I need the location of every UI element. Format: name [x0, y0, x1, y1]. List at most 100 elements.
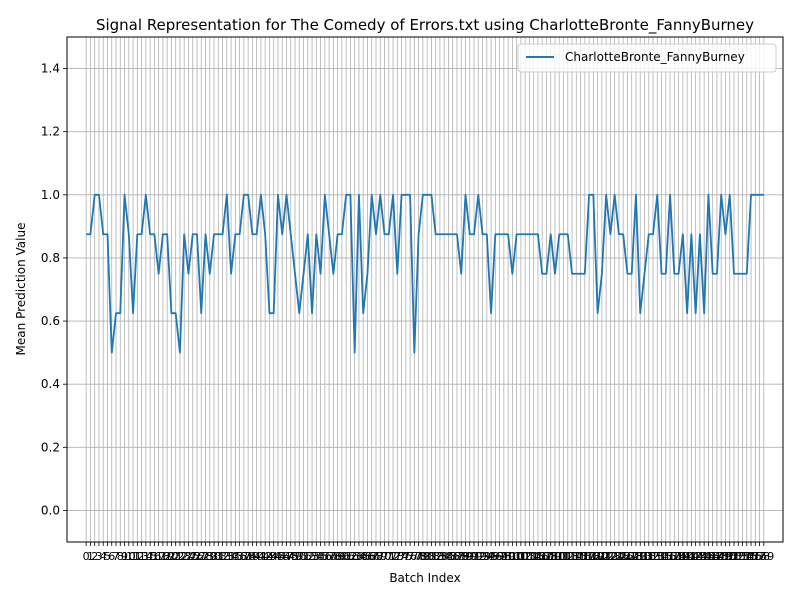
- x-tick-label: 135: [651, 550, 672, 563]
- data-point: [311, 312, 313, 314]
- x-tick-label: 35: [228, 550, 242, 563]
- x-tick-label: 46: [275, 550, 289, 563]
- data-point: [763, 194, 765, 196]
- data-point: [183, 233, 185, 235]
- x-tick-label: 39: [245, 550, 259, 563]
- x-tick-label: 118: [579, 550, 600, 563]
- x-tick-label: 100: [502, 550, 523, 563]
- data-point: [102, 233, 104, 235]
- x-tick-label: 149: [711, 550, 732, 563]
- x-tick-label: 96: [488, 550, 502, 563]
- data-point: [166, 233, 168, 235]
- x-tick-label: 151: [719, 550, 740, 563]
- x-tick-label: 75: [399, 550, 413, 563]
- x-tick-label: 113: [557, 550, 578, 563]
- chart-title: Signal Representation for The Comedy of …: [96, 16, 754, 35]
- x-tick-label: 27: [194, 550, 208, 563]
- x-axis-label: Batch Index: [389, 571, 460, 585]
- data-point: [405, 194, 407, 196]
- data-point: [230, 273, 232, 275]
- data-point: [128, 233, 130, 235]
- data-point: [618, 233, 620, 235]
- data-point: [264, 233, 266, 235]
- data-point: [729, 194, 731, 196]
- data-point: [524, 233, 526, 235]
- x-tick-label: 49: [288, 550, 302, 563]
- x-tick-label: 95: [484, 550, 498, 563]
- data-point: [554, 273, 556, 275]
- x-tick-label: 53: [305, 550, 319, 563]
- data-point: [307, 233, 309, 235]
- x-tick-label: 133: [643, 550, 664, 563]
- x-tick-label: 68: [369, 550, 383, 563]
- x-tick-label: 85: [441, 550, 455, 563]
- x-tick-label: 42: [258, 550, 272, 563]
- data-point: [435, 233, 437, 235]
- x-tick-label: 116: [570, 550, 591, 563]
- data-point: [592, 194, 594, 196]
- data-point: [669, 194, 671, 196]
- x-tick-label: 92: [471, 550, 485, 563]
- data-point: [682, 233, 684, 235]
- data-point: [332, 273, 334, 275]
- data-point: [759, 194, 761, 196]
- data-point: [609, 233, 611, 235]
- x-tick-label: 66: [360, 550, 374, 563]
- data-point: [622, 233, 624, 235]
- grid: [67, 37, 783, 542]
- data-point: [136, 233, 138, 235]
- x-tick-label: 40: [250, 550, 264, 563]
- x-tick-label: 41: [254, 550, 268, 563]
- x-tick-label: 103: [515, 550, 536, 563]
- x-tick-label: 15: [143, 550, 157, 563]
- data-point: [511, 273, 513, 275]
- data-point: [597, 312, 599, 314]
- data-point: [656, 194, 658, 196]
- y-tick-label: 1.0: [41, 188, 60, 202]
- x-tick-label: 144: [689, 550, 710, 563]
- data-point: [456, 233, 458, 235]
- data-point: [281, 233, 283, 235]
- data-point: [430, 194, 432, 196]
- data-point: [545, 273, 547, 275]
- x-tick-label: 71: [382, 550, 396, 563]
- y-axis: 0.0 0.2 0.4 0.6 0.8 1.0 1.2 1.4: [41, 62, 67, 517]
- x-tick-label: 3: [95, 550, 102, 563]
- x-tick-label: 82: [429, 550, 443, 563]
- x-tick-label: 9: [121, 550, 128, 563]
- legend-box: [517, 43, 777, 73]
- data-point: [635, 194, 637, 196]
- data-point: [384, 233, 386, 235]
- data-point: [443, 233, 445, 235]
- data-point: [324, 194, 326, 196]
- x-tick-label: 16: [147, 550, 161, 563]
- plot-frame: [66, 36, 784, 543]
- data-point: [699, 233, 701, 235]
- x-tick-label: 76: [403, 550, 417, 563]
- data-point: [375, 233, 377, 235]
- x-tick-label: 148: [706, 550, 727, 563]
- x-tick-label: 77: [407, 550, 421, 563]
- x-tick-label: 34: [224, 550, 238, 563]
- data-point: [217, 233, 219, 235]
- legend: CharlotteBronte_FannyBurney: [517, 43, 777, 73]
- data-point: [460, 273, 462, 275]
- data-point: [175, 312, 177, 314]
- data-point: [537, 233, 539, 235]
- data-point: [716, 273, 718, 275]
- x-tick-label: 72: [386, 550, 400, 563]
- x-tick-label: 123: [600, 550, 621, 563]
- data-point: [571, 273, 573, 275]
- data-point: [119, 312, 121, 314]
- data-point: [464, 194, 466, 196]
- x-tick-label: 132: [638, 550, 659, 563]
- data-point: [720, 194, 722, 196]
- x-tick-label: 101: [506, 550, 527, 563]
- data-point: [473, 233, 475, 235]
- x-tick-label: 93: [476, 550, 490, 563]
- x-tick-label: 125: [608, 550, 629, 563]
- x-tick-label: 7: [113, 550, 120, 563]
- data-point: [520, 233, 522, 235]
- data-point: [614, 194, 616, 196]
- data-point: [226, 194, 228, 196]
